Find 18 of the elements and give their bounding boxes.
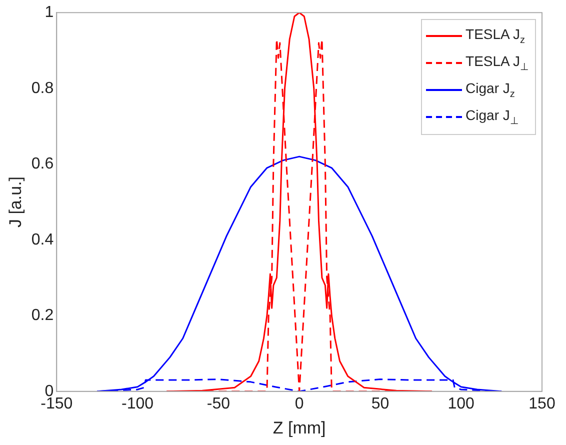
y-tick-label: 0.6 (31, 156, 54, 173)
x-tick-label: 50 (371, 395, 390, 412)
x-axis-title: Z [mm] (272, 418, 326, 438)
x-tick-label: -100 (122, 395, 154, 412)
y-tick-label: 0.8 (31, 80, 54, 97)
y-tick-label: 1 (44, 4, 54, 22)
x-tick-label: -150 (40, 395, 73, 412)
y-tick-label: 0.2 (31, 307, 54, 324)
y-tick-label: 0.4 (31, 231, 54, 248)
legend-label: TESLA J$_{⊥}$ (466, 53, 529, 73)
legend-label: TESLA J$_{z}$ (466, 26, 525, 46)
x-tick-label: 0 (294, 395, 304, 412)
y-axis-title: J [a.u.] (6, 176, 25, 228)
legend-label: Cigar J$_{⊥}$ (466, 107, 519, 127)
x-tick-label: -50 (206, 395, 230, 412)
legend-label: Cigar J$_{z}$ (466, 80, 515, 100)
x-tick-label: 100 (448, 395, 475, 412)
x-tick-label: 150 (528, 395, 556, 412)
